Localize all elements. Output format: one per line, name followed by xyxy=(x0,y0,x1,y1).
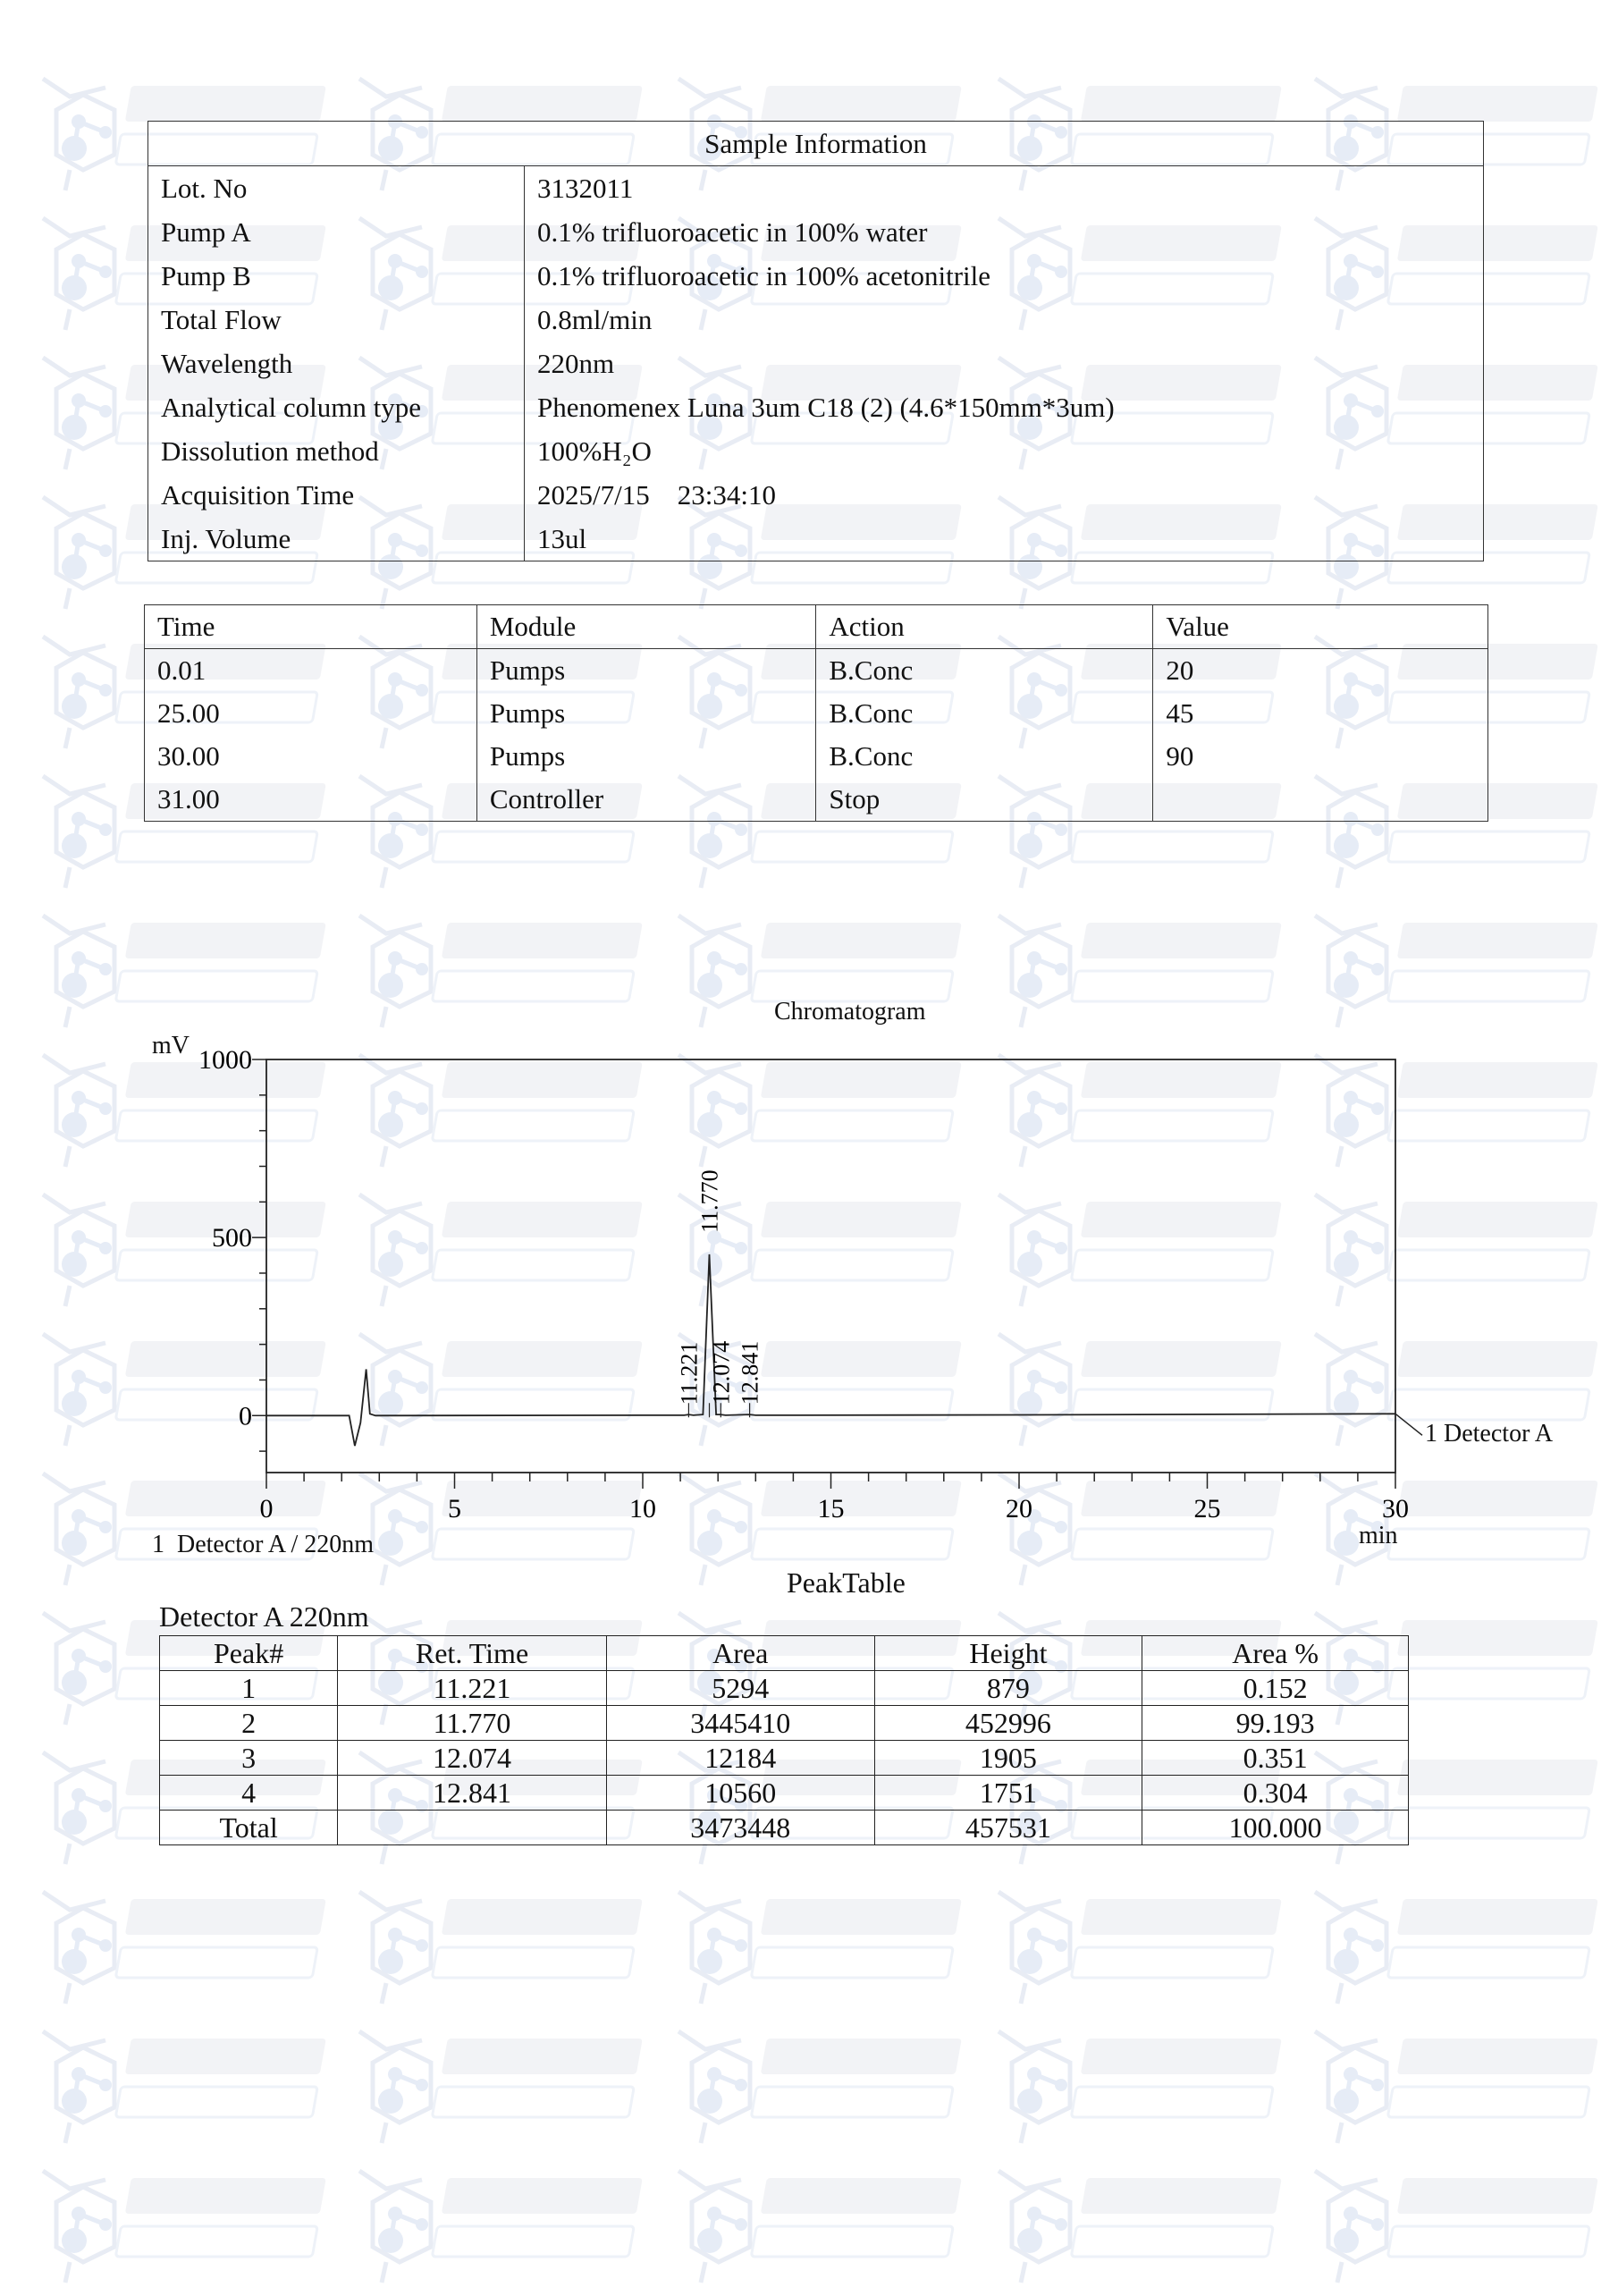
peak-table-header-cell: Peak# xyxy=(158,1635,339,1671)
peak-table-cell: 2 xyxy=(158,1705,339,1741)
x-tick-label: 20 xyxy=(1006,1494,1032,1524)
peak-table-row: 4 12.841 10560 1751 0.304 xyxy=(158,1775,1409,1811)
sample-info-row: Lot. No 3132011 xyxy=(147,165,1484,210)
peak-label: 12.074 xyxy=(708,1341,734,1405)
gradient-header-row: Time Module Action Value xyxy=(144,604,1488,649)
gradient-cell: 30.00 xyxy=(144,735,477,778)
peak-table-header-cell: Area % xyxy=(1142,1635,1409,1671)
y-tick-label: 1000 xyxy=(198,1045,252,1075)
peak-table-cell: 12.074 xyxy=(337,1740,607,1776)
peak-table-header-row: Peak# Ret. Time Area Height Area % xyxy=(158,1635,1409,1671)
peak-table-header-cell: Height xyxy=(873,1635,1143,1671)
peak-table-row: 1 11.221 5294 879 0.152 xyxy=(158,1670,1409,1706)
peak-table-cell: 10560 xyxy=(605,1775,875,1811)
peak-table-cell xyxy=(337,1810,607,1845)
sample-info-value: Phenomenex Luna 3um C18 (2) (4.6*150mm*3… xyxy=(524,385,1484,429)
x-tick-label: 10 xyxy=(629,1494,656,1524)
sample-info-value: 100%H₂O xyxy=(524,429,1484,473)
peak-table-cell: 99.193 xyxy=(1142,1705,1409,1741)
peak-label: 12.841 xyxy=(737,1341,763,1405)
peak-table-cell: 1751 xyxy=(873,1775,1143,1811)
peak-table-total-row: Total 3473448 457531 100.000 xyxy=(158,1810,1409,1845)
peak-label: 11.770 xyxy=(697,1169,723,1233)
peak-table-cell: 100.000 xyxy=(1142,1810,1409,1845)
x-tick-label: 25 xyxy=(1194,1494,1221,1524)
x-axis-label: min xyxy=(1359,1522,1398,1549)
sample-info-value: 3132011 xyxy=(524,165,1484,210)
peak-table-cell: 1905 xyxy=(873,1740,1143,1776)
sample-info-label: Lot. No xyxy=(147,165,525,210)
y-axis-label: mV xyxy=(152,1032,190,1059)
gradient-cell: B.Conc xyxy=(815,735,1154,778)
peak-table-cell: Total xyxy=(158,1810,339,1845)
peak-table-cell: 12.841 xyxy=(337,1775,607,1811)
peak-table-row: 3 12.074 12184 1905 0.351 xyxy=(158,1740,1409,1776)
peak-table-title: PeakTable xyxy=(787,1566,906,1599)
peak-table-cell: 3473448 xyxy=(605,1810,875,1845)
peak-table-header-cell: Ret. Time xyxy=(337,1635,607,1671)
series-label: 1 Detector A xyxy=(1425,1420,1554,1448)
peak-table-cell: 3 xyxy=(158,1740,339,1776)
peak-table-cell: 3445410 xyxy=(605,1705,875,1741)
peak-table-cell: 0.351 xyxy=(1142,1740,1409,1776)
y-tick-label: 500 xyxy=(212,1223,252,1253)
gradient-header-cell: Action xyxy=(815,604,1154,649)
peak-table-cell: 11.221 xyxy=(337,1670,607,1706)
peak-table-cell: 879 xyxy=(873,1670,1143,1706)
peak-table-cell: 0.152 xyxy=(1142,1670,1409,1706)
sample-info-row: Total Flow 0.8ml/min xyxy=(147,298,1484,342)
peak-table-cell: 11.770 xyxy=(337,1705,607,1741)
gradient-cell: 90 xyxy=(1152,735,1488,778)
sample-info-value: 0.8ml/min xyxy=(524,298,1484,342)
gradient-cell: Pumps xyxy=(476,735,817,778)
x-tick-label: 5 xyxy=(448,1494,461,1524)
peak-table-cell: 457531 xyxy=(873,1810,1143,1845)
peak-table-row: 2 11.770 3445410 452996 99.193 xyxy=(158,1705,1409,1741)
series-label-leader xyxy=(1395,1413,1423,1436)
x-tick-label: 0 xyxy=(260,1494,274,1524)
peak-table-cell: 5294 xyxy=(605,1670,875,1706)
peak-table-cell: 1 xyxy=(158,1670,339,1706)
peak-label: 11.221 xyxy=(676,1342,702,1405)
x-tick-label: 15 xyxy=(818,1494,845,1524)
peak-table: Peak# Ret. Time Area Height Area % 1 11.221 529… xyxy=(158,1635,1409,1845)
x-tick-label: 30 xyxy=(1382,1494,1409,1524)
chart-footer: 1 Detector A / 220nm xyxy=(152,1531,375,1558)
detector-a-trace xyxy=(266,1254,1396,1447)
y-tick-label: 0 xyxy=(239,1401,252,1431)
peak-table-cell: 452996 xyxy=(873,1705,1143,1741)
plot-frame xyxy=(265,1059,1396,1473)
peak-table-cell: 0.304 xyxy=(1142,1775,1409,1811)
peak-table-header-cell: Area xyxy=(605,1635,875,1671)
peak-table-cell: 4 xyxy=(158,1775,339,1811)
chart-title: Chromatogram xyxy=(774,998,926,1026)
peak-table-cell: 12184 xyxy=(605,1740,875,1776)
detector-label: Detector A 220nm xyxy=(159,1600,369,1633)
gradient-row: 30.00 Pumps B.Conc 90 xyxy=(144,735,1488,778)
